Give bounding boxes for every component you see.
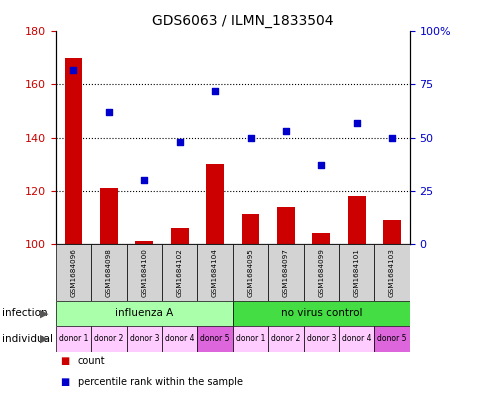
Text: donor 3: donor 3 xyxy=(129,334,159,343)
Bar xyxy=(303,244,338,301)
Bar xyxy=(56,326,91,352)
Text: ■: ■ xyxy=(60,356,73,365)
Point xyxy=(70,66,77,73)
Bar xyxy=(162,244,197,301)
Bar xyxy=(338,244,374,301)
Text: no virus control: no virus control xyxy=(280,309,362,318)
Bar xyxy=(232,301,409,326)
Text: GSM1684100: GSM1684100 xyxy=(141,248,147,297)
Bar xyxy=(56,301,232,326)
Bar xyxy=(100,188,118,244)
Bar xyxy=(268,326,303,352)
Text: donor 1: donor 1 xyxy=(235,334,265,343)
Text: GDS6063 / ILMN_1833504: GDS6063 / ILMN_1833504 xyxy=(151,14,333,28)
Bar xyxy=(91,326,126,352)
Bar xyxy=(312,233,330,244)
Point xyxy=(246,134,254,141)
Text: GSM1684098: GSM1684098 xyxy=(106,248,112,297)
Point xyxy=(352,119,360,126)
Text: GSM1684099: GSM1684099 xyxy=(318,248,324,297)
Text: GSM1684102: GSM1684102 xyxy=(176,248,182,297)
Text: donor 1: donor 1 xyxy=(59,334,88,343)
Text: GSM1684095: GSM1684095 xyxy=(247,248,253,297)
Text: GSM1684103: GSM1684103 xyxy=(388,248,394,297)
Bar xyxy=(206,164,224,244)
Text: donor 4: donor 4 xyxy=(165,334,194,343)
Text: donor 2: donor 2 xyxy=(94,334,123,343)
Bar xyxy=(126,326,162,352)
Bar xyxy=(135,241,153,244)
Text: infection: infection xyxy=(2,309,48,318)
Bar xyxy=(232,244,268,301)
Point xyxy=(317,162,324,168)
Text: influenza A: influenza A xyxy=(115,309,173,318)
Bar xyxy=(382,220,400,244)
Bar xyxy=(197,244,232,301)
Bar xyxy=(197,326,232,352)
Bar xyxy=(347,196,365,244)
Bar xyxy=(162,326,197,352)
Text: donor 5: donor 5 xyxy=(377,334,406,343)
Bar xyxy=(64,58,82,244)
Text: donor 2: donor 2 xyxy=(271,334,300,343)
Bar xyxy=(91,244,126,301)
Text: GSM1684096: GSM1684096 xyxy=(70,248,76,297)
Text: ■: ■ xyxy=(60,377,73,387)
Text: individual: individual xyxy=(2,334,53,344)
Text: donor 3: donor 3 xyxy=(306,334,335,343)
Text: ▶: ▶ xyxy=(40,309,49,318)
Bar xyxy=(374,326,409,352)
Point xyxy=(281,128,289,134)
Text: GSM1684101: GSM1684101 xyxy=(353,248,359,297)
Text: donor 5: donor 5 xyxy=(200,334,229,343)
Point xyxy=(211,88,218,94)
Bar xyxy=(126,244,162,301)
Point xyxy=(175,139,183,145)
Point xyxy=(105,109,112,115)
Bar xyxy=(170,228,188,244)
Bar xyxy=(241,215,259,244)
Text: count: count xyxy=(77,356,105,365)
Text: GSM1684104: GSM1684104 xyxy=(212,248,218,297)
Point xyxy=(140,177,148,183)
Text: GSM1684097: GSM1684097 xyxy=(282,248,288,297)
Bar xyxy=(338,326,374,352)
Text: ▶: ▶ xyxy=(40,334,49,344)
Text: percentile rank within the sample: percentile rank within the sample xyxy=(77,377,242,387)
Bar xyxy=(268,244,303,301)
Bar xyxy=(374,244,409,301)
Bar xyxy=(276,206,294,244)
Point xyxy=(387,134,395,141)
Bar xyxy=(56,244,91,301)
Text: donor 4: donor 4 xyxy=(341,334,371,343)
Bar xyxy=(232,326,268,352)
Bar xyxy=(303,326,338,352)
